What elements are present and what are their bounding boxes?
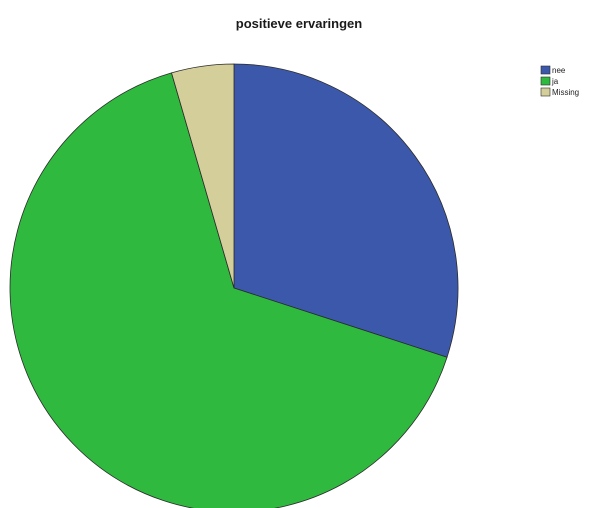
pie-slices <box>9 63 459 508</box>
chart-title: positieve ervaringen <box>236 16 362 31</box>
legend: nee ja Missing <box>540 65 579 97</box>
legend-label-ja: ja <box>551 77 559 86</box>
legend-swatch-ja <box>540 76 551 86</box>
pie-slice-nee <box>233 63 459 358</box>
pie-slice-missing <box>171 63 235 289</box>
pie-slice-ja <box>9 72 448 508</box>
legend-swatch-missing <box>540 87 551 97</box>
legend-label-missing: Missing <box>552 88 579 97</box>
legend-label-nee: nee <box>552 66 566 75</box>
legend-swatch-nee <box>540 65 551 75</box>
